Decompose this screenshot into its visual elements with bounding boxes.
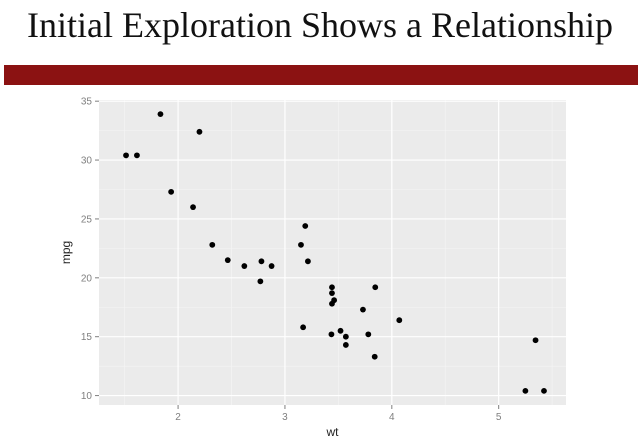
data-point bbox=[342, 342, 349, 348]
y-axis-ticks: 10 15 20 25 30 35 bbox=[81, 97, 99, 402]
data-point bbox=[157, 111, 164, 118]
data-point bbox=[329, 290, 335, 297]
data-point bbox=[302, 223, 309, 229]
data-point bbox=[522, 387, 529, 394]
data-point bbox=[257, 278, 264, 285]
data-point bbox=[396, 317, 403, 324]
data-point bbox=[337, 327, 344, 334]
data-point bbox=[365, 331, 372, 338]
y-tick-label: 25 bbox=[81, 214, 93, 225]
data-point bbox=[371, 353, 378, 360]
data-point bbox=[372, 284, 379, 291]
data-point bbox=[209, 241, 216, 248]
y-axis-title: mpg bbox=[59, 241, 73, 264]
data-point bbox=[305, 258, 311, 265]
y-tick-label: 30 bbox=[81, 156, 93, 167]
data-point bbox=[300, 324, 307, 331]
data-point bbox=[329, 284, 335, 291]
data-point bbox=[258, 258, 265, 265]
y-tick-label: 15 bbox=[81, 332, 93, 343]
data-point bbox=[342, 333, 349, 340]
minor-gridlines bbox=[99, 100, 566, 405]
x-tick-label: 2 bbox=[175, 412, 181, 423]
data-point bbox=[196, 128, 203, 135]
title-divider-bar bbox=[4, 65, 638, 85]
data-point bbox=[268, 263, 275, 269]
plot-panel bbox=[99, 100, 566, 405]
data-point bbox=[241, 263, 248, 269]
major-gridlines bbox=[99, 100, 566, 405]
x-tick-label: 3 bbox=[282, 412, 288, 423]
x-axis-ticks: 2 3 4 5 bbox=[175, 405, 502, 423]
x-tick-label: 4 bbox=[389, 412, 395, 423]
y-tick-label: 20 bbox=[81, 273, 93, 284]
data-point bbox=[224, 257, 231, 264]
scatter-plot: 10 15 20 25 30 35 2 3 4 5 wt mpg bbox=[59, 97, 566, 439]
data-point bbox=[190, 204, 196, 211]
data-point bbox=[329, 300, 335, 307]
data-points bbox=[123, 111, 547, 394]
data-point bbox=[532, 337, 539, 344]
data-point bbox=[134, 152, 140, 159]
data-point bbox=[541, 387, 547, 394]
data-point bbox=[168, 188, 175, 195]
x-tick-label: 5 bbox=[496, 412, 502, 423]
data-point bbox=[328, 331, 335, 338]
y-tick-label: 35 bbox=[81, 97, 93, 108]
y-tick-label: 10 bbox=[81, 391, 93, 402]
x-axis-title: wt bbox=[326, 425, 340, 439]
data-point bbox=[298, 241, 304, 248]
slide-title: Initial Exploration Shows a Relationship bbox=[27, 5, 613, 45]
data-point bbox=[123, 152, 129, 159]
data-point bbox=[360, 306, 366, 313]
